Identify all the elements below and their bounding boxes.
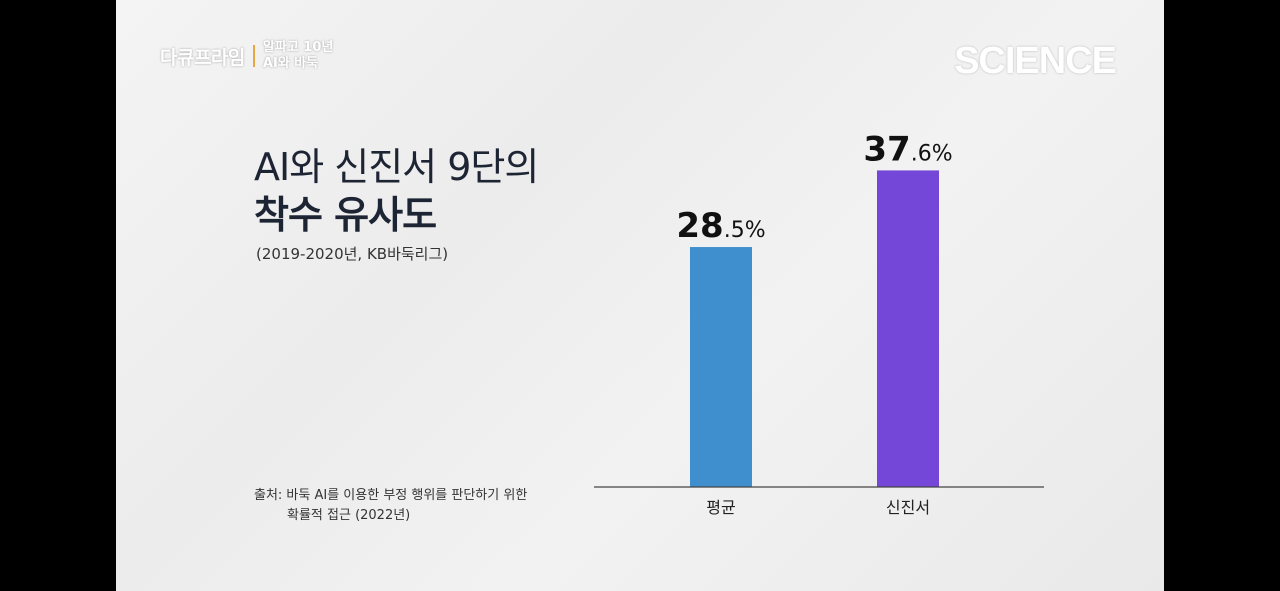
bar-chart: 28.5% 평균 37.6% 신진서 bbox=[594, 129, 1044, 517]
broadcast-frame: 다큐프라임 알파고 10년 AI와 바둑 SCIENCE AI와 신진서 9단의… bbox=[116, 0, 1164, 591]
data-label-1: 37.6% bbox=[863, 129, 952, 169]
chart-title-line-1: AI와 신진서 9단의 bbox=[254, 145, 539, 189]
source-line-1: 출처: 바둑 AI를 이용한 부정 행위를 판단하기 위한 bbox=[254, 488, 528, 503]
episode-line-2: AI와 바둑 bbox=[262, 56, 319, 71]
chart-subtitle: (2019-2020년, KB바둑리그) bbox=[256, 245, 449, 263]
brand-divider bbox=[252, 45, 255, 67]
episode-line-1: 알파고 10년 bbox=[262, 40, 334, 55]
category-label-1: 신진서 bbox=[886, 498, 930, 517]
data-label-0: 28.5% bbox=[676, 206, 765, 246]
program-brand: 다큐프라임 알파고 10년 AI와 바둑 bbox=[160, 40, 333, 72]
bar-1 bbox=[877, 170, 939, 487]
bar-0 bbox=[690, 247, 752, 487]
category-label-0: 평균 bbox=[706, 498, 735, 517]
source-line-2: 확률적 접근 (2022년) bbox=[287, 508, 411, 523]
source-note: 출처: 바둑 AI를 이용한 부정 행위를 판단하기 위한 확률적 접근 (20… bbox=[254, 486, 527, 526]
brand-name: 다큐프라임 bbox=[160, 46, 245, 69]
chart-title-line-2: 착수 유사도 bbox=[254, 193, 437, 237]
episode-title: 알파고 10년 AI와 바둑 bbox=[263, 40, 333, 72]
channel-logo: SCIENCE bbox=[954, 40, 1117, 82]
